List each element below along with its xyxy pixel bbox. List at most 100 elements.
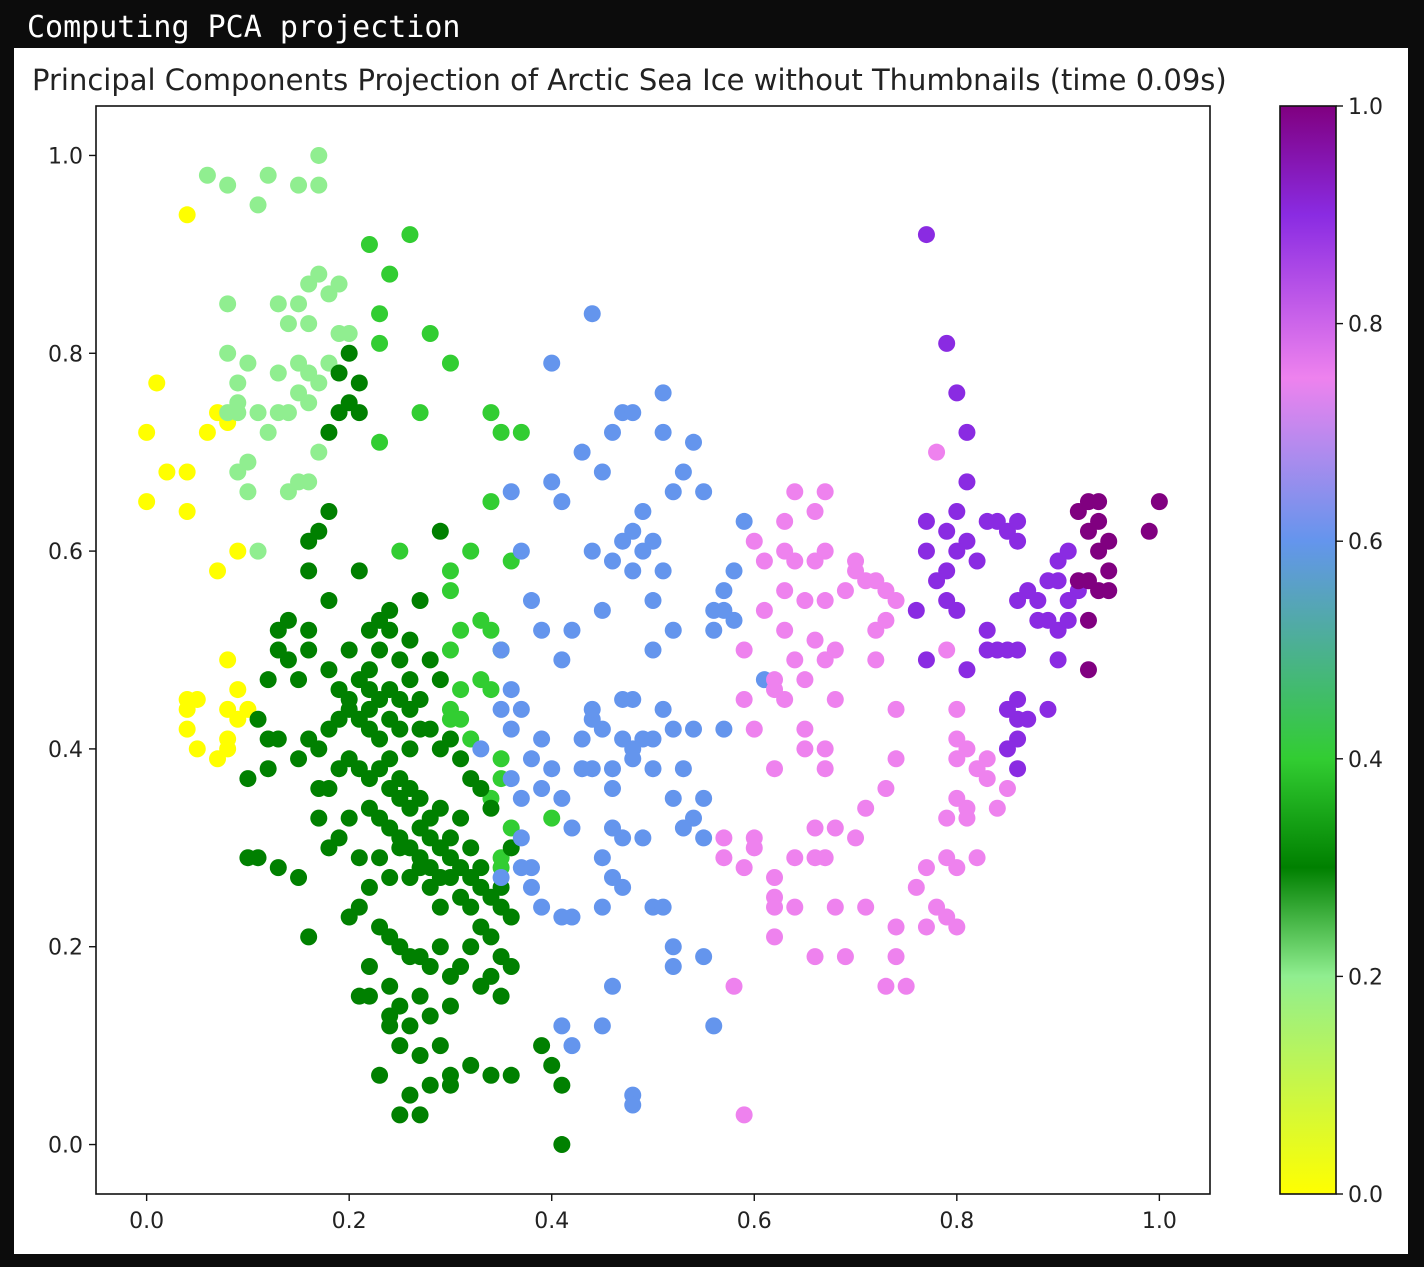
- data-point: [1090, 542, 1108, 560]
- data-point: [219, 344, 237, 362]
- data-point: [998, 740, 1016, 758]
- data-point: [512, 423, 530, 441]
- data-point: [178, 463, 196, 481]
- data-point: [371, 730, 389, 748]
- data-point: [300, 562, 318, 580]
- data-point: [603, 977, 621, 995]
- data-point: [745, 829, 763, 847]
- data-point: [269, 730, 287, 748]
- data-point: [512, 700, 530, 718]
- data-point: [624, 562, 642, 580]
- data-point: [502, 1066, 520, 1084]
- data-point: [279, 651, 297, 669]
- data-point: [887, 948, 905, 966]
- data-point: [553, 789, 571, 807]
- data-point: [431, 868, 449, 886]
- data-point: [958, 423, 976, 441]
- data-point: [178, 700, 196, 718]
- data-point: [441, 562, 459, 580]
- x-tick-label: 1.0: [1142, 1209, 1177, 1234]
- data-point: [320, 839, 338, 857]
- data-point: [290, 750, 308, 768]
- data-point: [826, 898, 844, 916]
- data-point: [917, 542, 935, 560]
- data-point: [695, 948, 713, 966]
- data-point: [1140, 522, 1158, 540]
- data-point: [330, 364, 348, 382]
- data-point: [1009, 592, 1027, 610]
- data-point: [259, 671, 277, 689]
- data-point: [239, 354, 257, 372]
- data-point: [290, 176, 308, 194]
- data-point: [1029, 592, 1047, 610]
- data-point: [492, 700, 510, 718]
- data-point: [279, 315, 297, 333]
- data-point: [836, 948, 854, 966]
- data-point: [340, 324, 358, 342]
- data-point: [482, 1066, 500, 1084]
- data-point: [603, 779, 621, 797]
- data-point: [786, 849, 804, 867]
- data-point: [350, 562, 368, 580]
- data-point: [786, 552, 804, 570]
- data-point: [867, 651, 885, 669]
- x-tick-label: 0.8: [939, 1209, 974, 1234]
- data-point: [249, 404, 267, 422]
- colorbar-tick-label: 0.4: [1348, 748, 1383, 773]
- data-point: [978, 621, 996, 639]
- data-point: [310, 809, 328, 827]
- data-point: [593, 720, 611, 738]
- data-point: [938, 809, 956, 827]
- data-point: [138, 423, 156, 441]
- data-point: [290, 868, 308, 886]
- data-point: [928, 572, 946, 590]
- data-point: [502, 958, 520, 976]
- data-point: [917, 651, 935, 669]
- console-output: Computing PCA projection: [27, 10, 461, 45]
- series-6: [907, 226, 1087, 778]
- data-point: [593, 898, 611, 916]
- data-point: [411, 987, 429, 1005]
- data-point: [472, 779, 490, 797]
- data-point: [391, 690, 409, 708]
- data-point: [138, 493, 156, 511]
- data-point: [482, 967, 500, 985]
- data-point: [229, 681, 247, 699]
- data-point: [360, 958, 378, 976]
- data-point: [462, 898, 480, 916]
- data-point: [644, 641, 662, 659]
- data-point: [766, 898, 784, 916]
- data-point: [239, 453, 257, 471]
- data-point: [1150, 493, 1168, 511]
- data-point: [330, 681, 348, 699]
- data-point: [968, 849, 986, 867]
- data-point: [806, 631, 824, 649]
- data-point: [533, 621, 551, 639]
- data-point: [452, 809, 470, 827]
- data-point: [1079, 611, 1097, 629]
- data-point: [229, 404, 247, 422]
- data-point: [998, 700, 1016, 718]
- y-tick-label: 0.2: [48, 936, 83, 961]
- data-point: [310, 443, 328, 461]
- data-point: [755, 601, 773, 619]
- colorbar-tick-label: 1.0: [1348, 95, 1383, 120]
- data-point: [644, 592, 662, 610]
- data-point: [492, 423, 510, 441]
- data-point: [178, 720, 196, 738]
- data-point: [796, 740, 814, 758]
- data-point: [350, 987, 368, 1005]
- data-point: [482, 799, 500, 817]
- data-point: [917, 918, 935, 936]
- data-point: [745, 532, 763, 550]
- data-point: [705, 1017, 723, 1035]
- data-point: [735, 1106, 753, 1124]
- data-point: [978, 750, 996, 768]
- data-point: [198, 166, 216, 184]
- data-point: [522, 750, 540, 768]
- data-point: [887, 918, 905, 936]
- data-point: [300, 473, 318, 491]
- data-point: [715, 582, 733, 600]
- data-point: [371, 334, 389, 352]
- data-point: [917, 512, 935, 530]
